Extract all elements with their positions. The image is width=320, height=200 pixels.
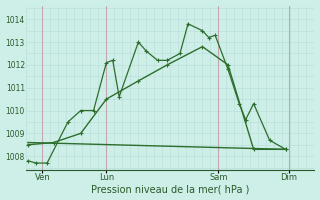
X-axis label: Pression niveau de la mer( hPa ): Pression niveau de la mer( hPa ) — [91, 184, 250, 194]
